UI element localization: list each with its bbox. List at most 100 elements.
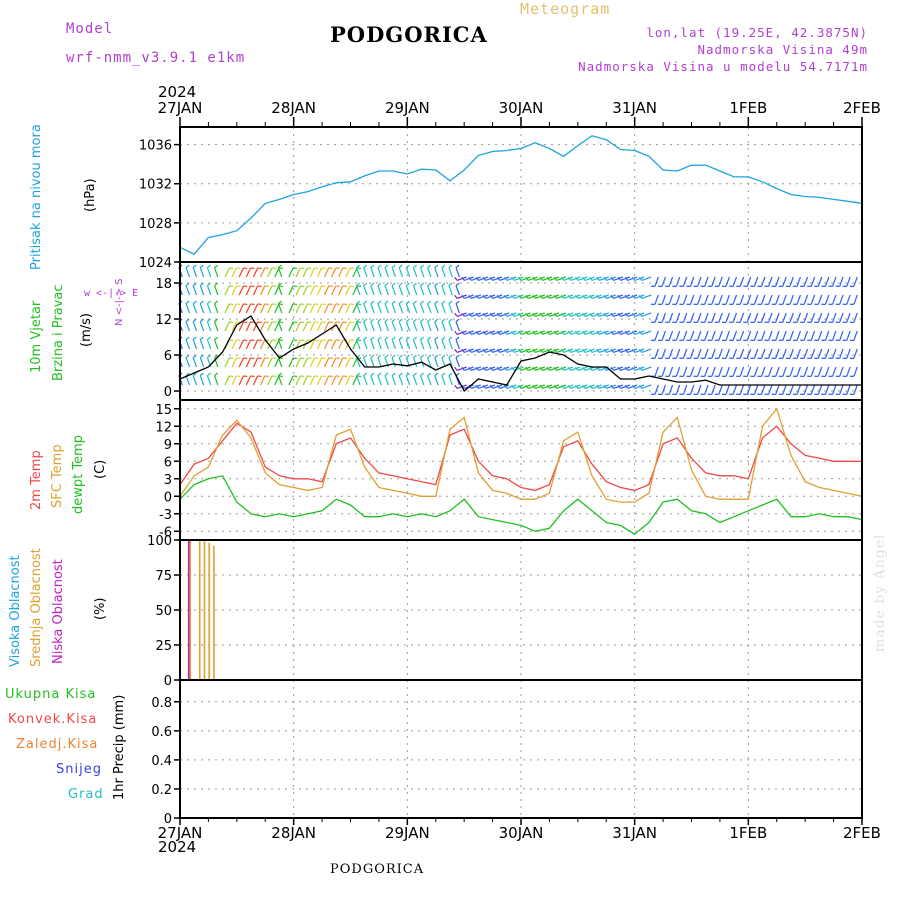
wind-barb-flag bbox=[532, 330, 536, 335]
wind-barb bbox=[274, 339, 280, 350]
wind-barb bbox=[627, 330, 638, 335]
wind-barb bbox=[535, 294, 545, 299]
wind-barb bbox=[817, 330, 823, 341]
wind-barb bbox=[732, 330, 738, 341]
wind-barb bbox=[760, 330, 766, 341]
wind-barb-flag bbox=[363, 336, 368, 341]
wind-barb bbox=[824, 276, 830, 287]
wind-barb bbox=[323, 303, 330, 314]
wind-barb bbox=[718, 312, 723, 323]
wind-barb bbox=[563, 330, 574, 335]
wind-barb-flag bbox=[214, 372, 218, 377]
wind-barb bbox=[295, 357, 301, 368]
wind-barb-flag bbox=[434, 336, 439, 341]
wind-barb bbox=[641, 366, 652, 371]
wind-barb bbox=[309, 285, 316, 296]
wind-barb-flag bbox=[603, 312, 607, 317]
wind-barb bbox=[252, 267, 259, 278]
wind-barb bbox=[739, 384, 745, 395]
wind-barb bbox=[277, 321, 283, 332]
wind-barb bbox=[591, 294, 602, 299]
wind-barb bbox=[789, 348, 794, 359]
wind-barb-flag bbox=[448, 318, 453, 323]
wind-barb-flag bbox=[532, 312, 536, 317]
wind-barb bbox=[288, 321, 294, 332]
wind-barb bbox=[704, 366, 709, 377]
wind-ytick-3: 18 bbox=[155, 277, 172, 292]
wind-barb bbox=[499, 348, 510, 353]
wind-barb-flag bbox=[518, 366, 522, 371]
wind-barb-flag bbox=[624, 276, 629, 281]
wind-barb bbox=[789, 312, 794, 323]
wind-barb bbox=[634, 348, 645, 353]
wind-barb bbox=[309, 339, 316, 350]
wind-barb-flag bbox=[278, 336, 282, 341]
wind-barb bbox=[192, 357, 198, 368]
wind-barb bbox=[192, 375, 198, 386]
wind-barb bbox=[506, 366, 517, 371]
wind-barb-flag bbox=[427, 264, 432, 269]
pressure-ytick-0: 1024 bbox=[139, 256, 172, 271]
wind-barb-flag bbox=[596, 384, 600, 389]
wind-barb bbox=[732, 384, 738, 395]
wind-barb bbox=[599, 348, 609, 353]
wind-barb-flag bbox=[489, 330, 494, 335]
wind-barb bbox=[599, 294, 609, 299]
wind-barb bbox=[542, 384, 552, 389]
wind-barb bbox=[641, 276, 652, 281]
wind-barb-flag bbox=[631, 384, 636, 389]
meteogram-label: Meteogram bbox=[520, 0, 611, 18]
wind-barb bbox=[363, 303, 368, 314]
wind-barb bbox=[441, 375, 446, 386]
wind-barb-flag bbox=[214, 300, 218, 305]
wind-barb-flag bbox=[525, 294, 529, 299]
wind-barb bbox=[352, 285, 358, 296]
wind-barb bbox=[245, 357, 252, 368]
wind-barb-flag bbox=[511, 348, 515, 353]
wind-barb bbox=[520, 312, 531, 317]
wind-barb bbox=[542, 276, 552, 281]
wind-barb bbox=[309, 321, 316, 332]
wind-barb-flag bbox=[560, 366, 565, 371]
wind-barb bbox=[775, 366, 780, 377]
wind-barb bbox=[682, 348, 688, 359]
wind-barb bbox=[599, 312, 609, 317]
wind-barb bbox=[352, 375, 358, 386]
wind-barb bbox=[654, 330, 659, 341]
wind-barb bbox=[338, 357, 344, 368]
wind-barb bbox=[206, 321, 212, 332]
wind-barb bbox=[245, 339, 252, 350]
wind-barb bbox=[711, 348, 716, 359]
wind-barb-flag bbox=[206, 372, 211, 377]
wind-barb bbox=[682, 330, 688, 341]
time-tick-top-2: 29JAN bbox=[385, 99, 430, 117]
wind-barb bbox=[485, 348, 496, 353]
wind-barb-flag bbox=[546, 384, 550, 389]
wind-barb bbox=[803, 366, 809, 377]
wind-barb bbox=[689, 366, 695, 377]
wind-barb bbox=[775, 312, 780, 323]
pressure-frame bbox=[179, 126, 863, 263]
wind-barb-flag bbox=[185, 300, 190, 305]
wind-barb-flag bbox=[391, 318, 396, 323]
wind-barb bbox=[274, 375, 280, 386]
wind-barb bbox=[775, 294, 780, 305]
wind-barb-flag bbox=[617, 312, 622, 317]
wind-barb bbox=[185, 375, 191, 386]
wind-barb-flag bbox=[638, 294, 643, 299]
wind-barb bbox=[725, 312, 730, 323]
wind-barb bbox=[185, 285, 191, 296]
wind-barb-flag bbox=[427, 372, 432, 377]
wind-barb bbox=[199, 303, 205, 314]
wind-barb-flag bbox=[192, 318, 197, 323]
wind-barb-flag bbox=[475, 348, 479, 353]
wind-barb bbox=[753, 366, 759, 377]
wind-barb bbox=[704, 276, 709, 287]
model-label: Model bbox=[66, 21, 114, 37]
time-tick-bottom-2: 29JAN bbox=[385, 824, 430, 842]
wind-barb bbox=[513, 294, 524, 299]
wind-barb bbox=[377, 357, 382, 368]
wind-ytick-2: 12 bbox=[155, 313, 172, 328]
wind-barb bbox=[520, 330, 531, 335]
wind-barb-flag bbox=[539, 384, 543, 389]
